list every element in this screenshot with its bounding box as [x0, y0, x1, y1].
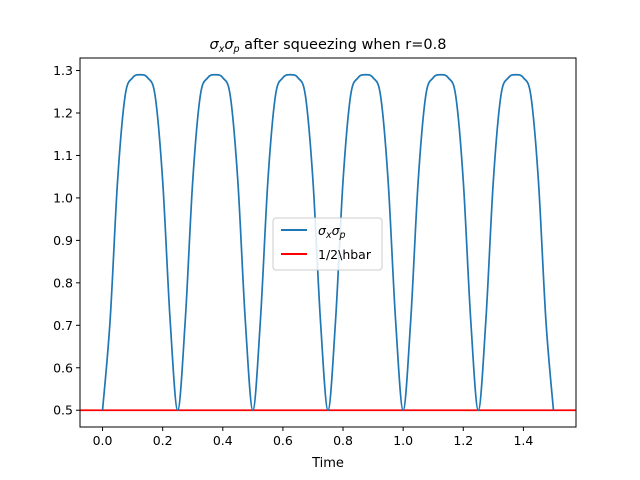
- legend-box: [272, 217, 383, 271]
- legend: σxσp 1/2\hbar: [272, 217, 383, 271]
- x-tick-label: 0.2: [153, 433, 173, 448]
- y-tick-label: 1.0: [53, 190, 73, 205]
- y-tick-label: 1.1: [53, 148, 73, 163]
- plot-lines: [80, 73, 576, 412]
- title-sub-p: p: [233, 44, 240, 55]
- x-tick-label: 0.8: [333, 433, 353, 448]
- x-tick-label: 0.0: [93, 433, 113, 448]
- x-tick-label: 0.4: [213, 433, 233, 448]
- x-axis-label: Time: [311, 456, 344, 471]
- title-sub-x: x: [218, 44, 225, 55]
- y-tick-label: 0.9: [53, 233, 73, 248]
- y-tick-label: 1.3: [53, 63, 73, 78]
- y-tick-label: 0.5: [53, 403, 73, 418]
- legend-label-hbar: 1/2\hbar: [318, 247, 372, 262]
- y-tick-label: 0.8: [53, 275, 73, 290]
- x-tick-label: 1.2: [453, 433, 473, 448]
- x-tick-label: 1.0: [393, 433, 413, 448]
- chart-title: σxσp after squeezing when r=0.8: [210, 37, 447, 55]
- x-tick-label: 0.6: [273, 433, 293, 448]
- legend-label-sigma: σxσp: [318, 223, 346, 241]
- y-tick-label: 0.7: [53, 318, 73, 333]
- title-rest: after squeezing when r=0.8: [240, 37, 447, 53]
- y-tick-label: 0.6: [53, 360, 73, 375]
- axis-ticks: 0.0 0.2 0.4 0.6 0.8 1.0 1.2 1.4 0.5 0.6 0.7 0.8 0.9 1…: [53, 63, 533, 448]
- axes-frame: [79, 57, 577, 428]
- series-sigma-line: [101, 73, 555, 412]
- title-sigma-x-symbol: σ: [210, 37, 220, 53]
- title-sigma-p-symbol: σ: [224, 37, 234, 53]
- y-tick-label: 1.2: [53, 105, 73, 120]
- x-tick-label: 1.4: [513, 433, 533, 448]
